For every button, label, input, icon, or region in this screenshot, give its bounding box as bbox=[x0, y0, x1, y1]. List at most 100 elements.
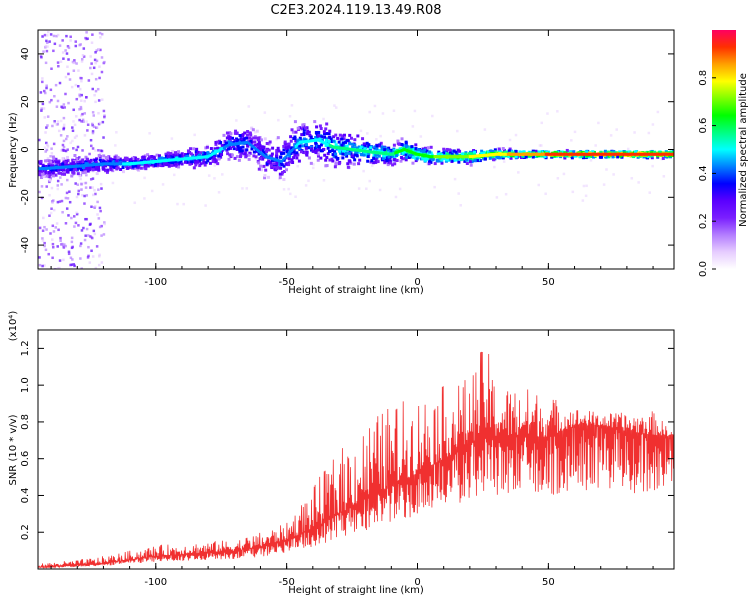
spectrogram-ridge-cell bbox=[121, 166, 125, 170]
spectrogram-core-cell bbox=[255, 148, 258, 151]
spectrogram-core-cell bbox=[657, 152, 660, 156]
spectrogram-noise-cell bbox=[103, 114, 106, 118]
spectrogram-ridge-cell bbox=[514, 155, 518, 159]
spectrogram-core-cell bbox=[608, 152, 611, 156]
spectrogram-ridge-cell bbox=[442, 147, 446, 151]
spectrogram-ridge-cell bbox=[209, 147, 213, 151]
spectrogram-core-cell bbox=[432, 155, 435, 159]
spectrogram-ridge-cell bbox=[492, 158, 496, 162]
spectrogram-noise-cell bbox=[44, 248, 48, 252]
spectrogram-core-cell bbox=[395, 150, 398, 154]
spectrogram-noise-cell bbox=[102, 136, 105, 139]
spectrogram-ridge-cell bbox=[531, 149, 535, 153]
spectrogram-noise-cell bbox=[97, 149, 100, 152]
spectrogram-ridge-cell bbox=[42, 175, 46, 179]
spectrogram-ridge-cell bbox=[235, 140, 239, 144]
spectrogram-ridge-cell bbox=[104, 164, 108, 168]
spectrogram-noise-cell bbox=[52, 34, 56, 38]
spectrogram-noise-cell bbox=[81, 112, 84, 116]
spectrogram-ridge-cell bbox=[97, 153, 101, 157]
spectrogram-ridge-cell bbox=[480, 149, 484, 153]
spectrogram-noise-cell bbox=[94, 100, 97, 104]
spectrogram-core-cell bbox=[526, 152, 529, 156]
spectrogram-core-cell bbox=[360, 149, 363, 153]
spectrogram-noise-cell bbox=[52, 142, 56, 146]
spectrogram-ridge-cell bbox=[44, 170, 48, 174]
spectrogram-core-cell bbox=[271, 157, 274, 161]
spectrogram-ridge-cell bbox=[164, 162, 168, 166]
spectrogram-noise-cell bbox=[651, 123, 655, 126]
spectrogram-noise-cell bbox=[73, 136, 77, 139]
spectrogram-ridge-cell bbox=[45, 174, 49, 178]
spectrogram-noise-cell bbox=[89, 66, 92, 70]
spectrogram-core-cell bbox=[203, 155, 206, 159]
spectrogram-ridge-cell bbox=[271, 146, 275, 150]
spectrogram-core-cell bbox=[191, 156, 194, 160]
spectrogram-ridge-cell bbox=[102, 167, 106, 171]
spectrogram-ridge-cell bbox=[259, 157, 263, 161]
spectrogram-core-cell bbox=[156, 159, 159, 163]
spectrogram-ridge-cell bbox=[319, 127, 323, 131]
spectrogram-core-cell bbox=[557, 152, 560, 156]
spectrogram-core-cell bbox=[578, 152, 581, 156]
spectrogram-core-cell bbox=[598, 152, 601, 156]
spectrogram-noise-cell bbox=[56, 120, 60, 123]
spectrogram-core-cell bbox=[361, 149, 364, 153]
spectrogram-core-cell bbox=[226, 143, 229, 147]
spectrogram-ridge-cell bbox=[348, 133, 352, 137]
spectrogram-noise-cell bbox=[79, 43, 82, 46]
spectrogram-noise-cell bbox=[546, 112, 549, 115]
spectrogram-ridge-cell bbox=[423, 146, 427, 150]
spectrogram-core-cell bbox=[587, 152, 590, 156]
spectrogram-ridge-cell bbox=[330, 140, 334, 144]
spectrogram-ridge-cell bbox=[167, 156, 171, 160]
spectrogram-ridge-cell bbox=[126, 166, 130, 170]
spectrogram-ridge-cell bbox=[580, 151, 584, 155]
spectrogram-ridge-cell bbox=[280, 172, 284, 176]
spectrogram-noise-cell bbox=[55, 267, 58, 269]
spectrogram-noise-cell bbox=[221, 173, 224, 176]
spectrogram-noise-cell bbox=[68, 200, 72, 204]
spectrogram-core-cell bbox=[95, 162, 98, 166]
spectrogram-ridge-cell bbox=[82, 166, 86, 170]
spectrogram-core-cell bbox=[175, 158, 178, 162]
spectrogram-core-cell bbox=[603, 152, 606, 156]
spectrogram-core-cell bbox=[382, 151, 385, 155]
spectrogram-ridge-cell bbox=[503, 151, 507, 155]
spectrogram-core-cell bbox=[610, 152, 613, 156]
spectrogram-ridge-cell bbox=[273, 166, 277, 170]
spectrogram-core-cell bbox=[111, 162, 114, 166]
spectrogram-ridge-cell bbox=[401, 151, 405, 155]
spectrogram-noise-cell bbox=[94, 51, 97, 54]
spectrogram-core-cell bbox=[225, 144, 228, 148]
spectrogram-core-cell bbox=[623, 152, 626, 156]
spectrogram-noise-cell bbox=[65, 207, 69, 210]
spectrogram-noise-cell bbox=[45, 148, 49, 152]
spectrogram-noise-cell bbox=[65, 52, 69, 55]
spectrogram-ridge-cell bbox=[70, 174, 74, 178]
spectrogram-noise-cell bbox=[51, 245, 55, 249]
spectrogram-ridge-cell bbox=[280, 152, 284, 156]
spectrogram-noise-cell bbox=[59, 119, 63, 123]
spectrogram-ridge-cell bbox=[347, 151, 351, 155]
spectrogram-noise-cell bbox=[66, 148, 69, 151]
spectrogram-ridge-cell bbox=[392, 157, 396, 161]
spectrogram-ridge-cell bbox=[374, 160, 378, 164]
spectrogram-ridge-cell bbox=[282, 178, 286, 182]
spectrogram-ridge-cell bbox=[319, 143, 323, 147]
spectrogram-ridge-cell bbox=[616, 155, 620, 159]
spectrogram-core-cell bbox=[451, 155, 454, 159]
spectrogram-core-cell bbox=[347, 147, 350, 151]
snr-x-label: Height of straight line (km) bbox=[288, 585, 424, 596]
spectrogram-noise-cell bbox=[41, 77, 44, 80]
spectrogram-ridge-cell bbox=[336, 156, 340, 160]
spectrogram-noise-cell bbox=[61, 210, 64, 214]
spectrogram-ridge-cell bbox=[563, 156, 567, 160]
spectrogram-ridge-cell bbox=[473, 152, 477, 156]
spectrogram-core-cell bbox=[455, 155, 458, 159]
spectrogram-ridge-cell bbox=[276, 165, 280, 169]
spectrogram-ridge-cell bbox=[387, 160, 391, 164]
spectrogram-y-tick-label: -40 bbox=[20, 237, 31, 253]
spectrogram-core-cell bbox=[624, 152, 627, 156]
spectrogram-ridge-cell bbox=[433, 162, 437, 166]
